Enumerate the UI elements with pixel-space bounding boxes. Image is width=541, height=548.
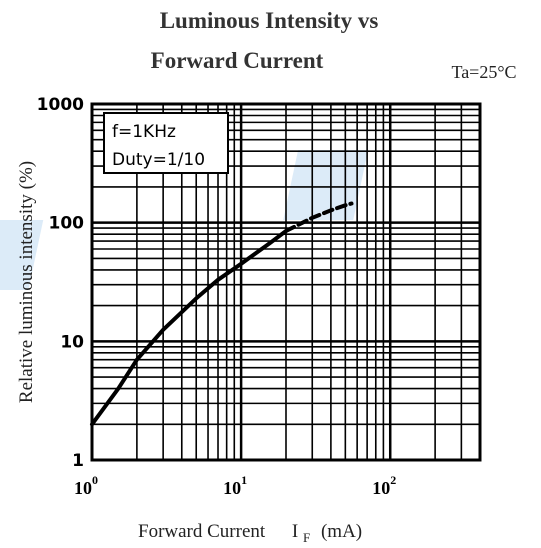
chart-title-line2: Forward Current [151,48,324,73]
x-tick-label: 100 [74,473,98,498]
x-tick-label: 102 [372,473,396,498]
chart-title-line1: Luminous Intensity vs [160,8,379,33]
x-tick-base: 10 [372,478,390,498]
y-tick-label: 10 [60,332,84,352]
y-tick-label: 100 [49,214,85,234]
y-axis-label: Relative luminous intensity (%) [16,161,37,403]
watermark [0,150,369,290]
condition-label: Ta=25°C [451,62,516,82]
legend-box [103,112,229,174]
svg-text:Forward Current I: Forward Current I F (mA) [138,521,362,547]
x-axis-label-text: Forward Current [138,521,266,542]
series-group [90,201,354,427]
x-tick-exponent: 2 [390,473,396,487]
legend-line2: Duty=1/10 [112,150,205,170]
x-axis-label-unit: (mA) [321,521,362,542]
legend: f=1KHz Duty=1/10 [103,112,229,174]
x-tick-label: 101 [223,473,247,498]
series-line-2 [284,201,354,233]
series-line-1 [90,229,288,427]
legend-line1: f=1KHz [112,122,176,142]
x-axis-label-symbol: I [292,521,298,542]
x-tick-labels: 100 101 102 [74,473,396,498]
plot-frame [90,102,482,462]
x-axis-label: Forward Current I F (mA) [138,521,362,547]
y-tick-label: 1000 [37,95,84,115]
y-tick-labels: 1 10 100 1000 [37,95,84,471]
x-axis-label-subscript: F [303,530,310,545]
x-tick-base: 10 [74,478,92,498]
y-tick-label: 1 [72,451,84,471]
x-tick-base: 10 [223,478,241,498]
x-tick-exponent: 0 [92,473,98,487]
x-tick-exponent: 1 [241,473,247,487]
